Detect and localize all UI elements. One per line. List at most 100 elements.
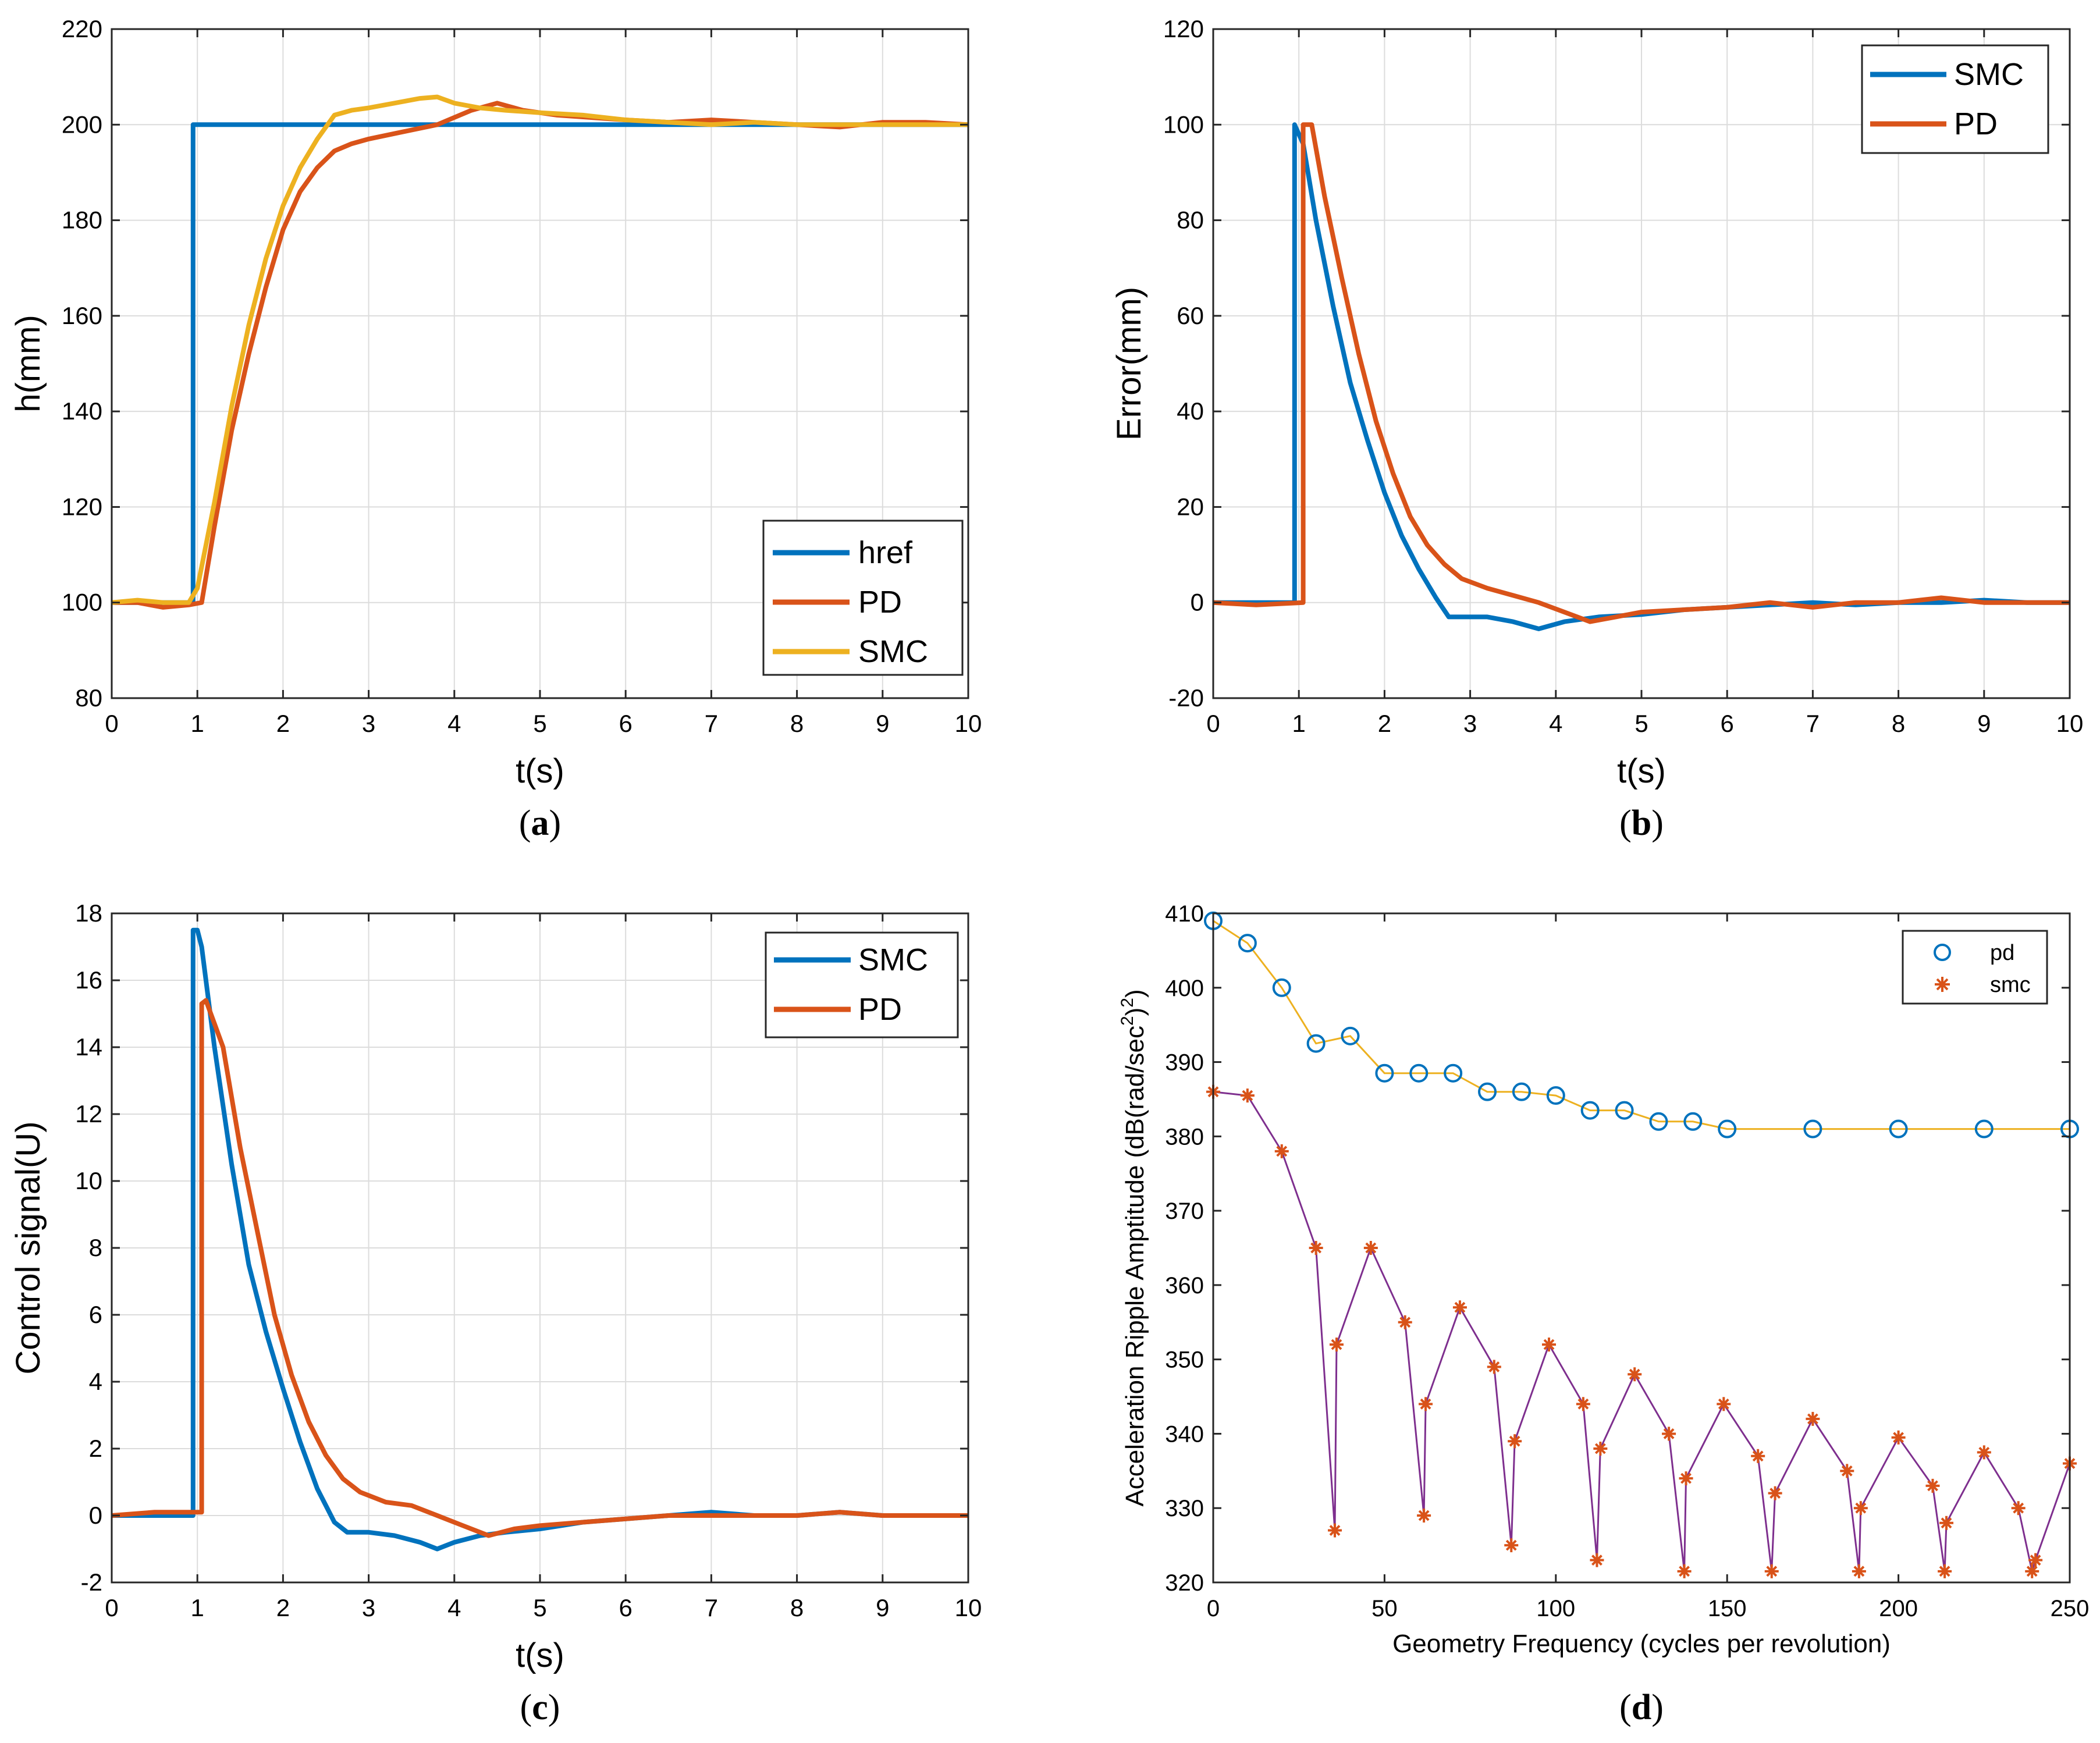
data-point-d-pd-9 — [1512, 1082, 1531, 1101]
legend-label-d-pd: pd — [1990, 941, 2014, 965]
y-axis-label-d-end: ) — [1121, 989, 1149, 998]
x-tick-label-c-2: 2 — [276, 1594, 290, 1621]
data-point-d-pd-16 — [1803, 1119, 1822, 1139]
x-tick-label-a-1: 1 — [191, 710, 204, 737]
x-tick-label-c-3: 3 — [362, 1594, 375, 1621]
data-point-d-smc-28 — [1852, 1564, 1866, 1578]
y-tick-label-c-6: 10 — [75, 1167, 102, 1194]
chart-panel-a: 0 1 2 3 4 5 6 7 8 9 10 80 100 120 140 160 180 200 220 t(s)… — [9, 15, 982, 790]
y-tick-label-d-8: 400 — [1165, 976, 1204, 1001]
x-tick-label-d-0: 0 — [1207, 1596, 1220, 1621]
y-tick-label-c-10: 18 — [75, 899, 102, 927]
y-tick-label-d-1: 330 — [1165, 1496, 1204, 1521]
data-point-d-pd-8 — [1478, 1082, 1497, 1101]
y-axis-label-d-sup1: 2 — [1118, 1016, 1137, 1026]
y-tick-label-d-0: 320 — [1165, 1570, 1204, 1596]
series-group-d — [1204, 911, 2079, 1578]
y-tick-label-c-1: 0 — [89, 1502, 102, 1529]
y-tick-label-d-4: 360 — [1165, 1273, 1204, 1299]
y-axis-label-c: Control signal(U) — [9, 1121, 47, 1374]
data-point-d-smc-29 — [1853, 1501, 1868, 1516]
x-tick-label-b-2: 2 — [1378, 710, 1391, 737]
data-point-d-smc-21 — [1679, 1471, 1693, 1486]
legend-marker-d-smc — [1935, 977, 1950, 992]
x-tick-label-b-7: 7 — [1806, 710, 1820, 737]
y-tick-label-a-7: 220 — [62, 15, 102, 42]
data-point-d-smc-30 — [1891, 1430, 1906, 1445]
data-point-d-smc-15 — [1576, 1397, 1590, 1411]
legend-label-b-smc: SMC — [1954, 57, 2024, 92]
data-point-d-smc-27 — [1840, 1464, 1854, 1478]
data-point-d-smc-20 — [1677, 1564, 1692, 1578]
y-tick-label-b-3: 40 — [1177, 397, 1204, 425]
caption-b-letter: b — [1631, 803, 1652, 843]
legend-box-d — [1902, 930, 2048, 1005]
x-tick-label-a-7: 7 — [705, 710, 718, 737]
y-tick-label-c-8: 14 — [75, 1033, 102, 1061]
x-tick-label-b-6: 6 — [1721, 710, 1734, 737]
x-tick-label-a-9: 9 — [876, 710, 889, 737]
data-point-d-smc-12 — [1504, 1538, 1519, 1553]
legend-box-c — [765, 931, 959, 1038]
y-axis-label-d-sup2: 2 — [1118, 998, 1137, 1008]
data-point-d-pd-7 — [1444, 1063, 1463, 1083]
grid-c — [112, 913, 968, 1582]
x-axis-label-a: t(s) — [516, 752, 564, 790]
x-tick-label-d-4: 200 — [1879, 1596, 1918, 1621]
y-tick-label-c-9: 16 — [75, 966, 102, 994]
data-point-d-pd-3 — [1306, 1034, 1326, 1053]
series-line-d-pd — [1213, 920, 2070, 1130]
x-tick-label-d-5: 250 — [2051, 1596, 2090, 1621]
series-group-b — [1213, 122, 2070, 631]
legend-label-b-pd: PD — [1954, 106, 1998, 141]
caption-d-letter: d — [1631, 1688, 1652, 1727]
y-tick-label-c-7: 12 — [75, 1100, 102, 1127]
y-tick-label-d-5: 370 — [1165, 1198, 1204, 1224]
caption-a-letter: a — [531, 803, 549, 843]
legend-label-a-href: href — [858, 535, 913, 570]
data-point-d-smc-18 — [1628, 1367, 1642, 1382]
x-tick-label-c-4: 4 — [447, 1594, 461, 1621]
y-tick-label-d-2: 340 — [1165, 1421, 1204, 1447]
data-point-d-pd-6 — [1409, 1063, 1429, 1083]
y-tick-label-a-6: 200 — [62, 111, 102, 138]
data-point-d-smc-17 — [1593, 1442, 1608, 1456]
x-tick-label-a-10: 10 — [955, 710, 982, 737]
legend-label-c-smc: SMC — [858, 942, 928, 977]
x-tick-label-d-2: 100 — [1536, 1596, 1575, 1621]
y-tick-label-d-6: 380 — [1165, 1124, 1204, 1150]
legend-label-a-smc: SMC — [858, 634, 928, 669]
data-point-d-pd-1 — [1238, 934, 1257, 953]
y-axis-label-d-close: ) — [1121, 1008, 1149, 1016]
data-point-d-pd-13 — [1649, 1112, 1668, 1131]
data-point-d-smc-10 — [1452, 1300, 1467, 1315]
data-point-d-pd-10 — [1546, 1086, 1565, 1105]
data-point-d-smc-8 — [1417, 1509, 1431, 1523]
data-point-d-smc-5 — [1329, 1338, 1344, 1352]
y-tick-label-b-6: 100 — [1163, 111, 1204, 138]
data-point-d-smc-13 — [1508, 1434, 1522, 1449]
x-tick-label-b-1: 1 — [1292, 710, 1306, 737]
y-tick-label-b-7: 120 — [1163, 15, 1204, 42]
data-point-d-smc-19 — [1662, 1427, 1676, 1441]
x-tick-label-a-0: 0 — [105, 710, 118, 737]
y-tick-label-c-2: 2 — [89, 1435, 102, 1462]
caption-d: (d) — [1619, 1688, 1664, 1727]
data-point-d-pd-12 — [1615, 1101, 1634, 1120]
x-tick-label-b-0: 0 — [1206, 710, 1220, 737]
x-axis-label-d: Geometry Frequency (cycles per revolutio… — [1392, 1630, 1891, 1658]
x-tick-label-b-8: 8 — [1892, 710, 1905, 737]
x-tick-label-c-1: 1 — [191, 1594, 204, 1621]
data-point-d-pd-14 — [1683, 1112, 1703, 1131]
y-tick-label-a-1: 100 — [62, 589, 102, 616]
data-point-d-smc-1 — [1240, 1089, 1255, 1103]
series-group-c — [111, 927, 968, 1552]
x-tick-label-b-10: 10 — [2056, 710, 2084, 737]
y-tick-label-a-4: 160 — [62, 302, 102, 329]
y-tick-label-c-5: 8 — [89, 1234, 102, 1261]
legend-a: href PD SMC — [762, 520, 964, 676]
y-tick-label-d-7: 390 — [1165, 1050, 1204, 1076]
x-tick-label-c-8: 8 — [790, 1594, 804, 1621]
